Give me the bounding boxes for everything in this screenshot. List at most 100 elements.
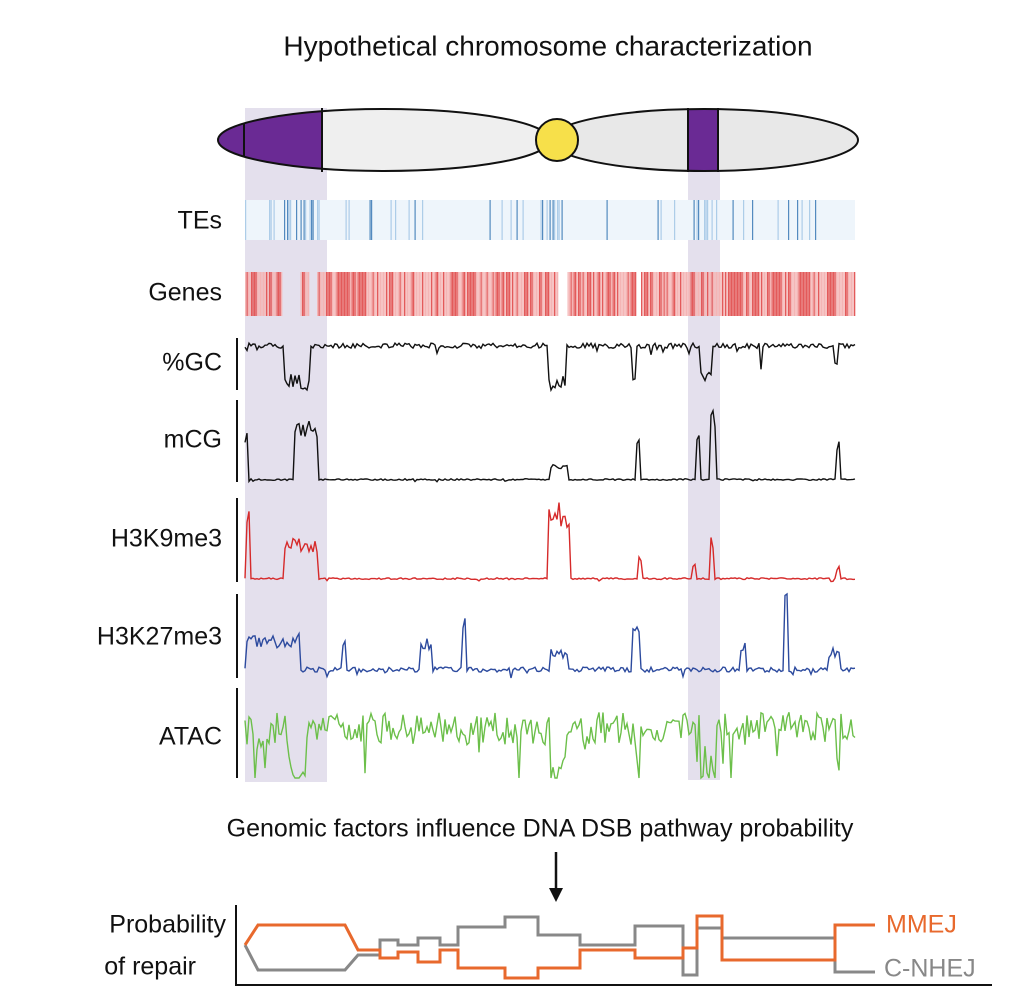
gene (806, 272, 808, 316)
gene (357, 272, 359, 316)
te (788, 200, 790, 240)
gene (671, 272, 673, 316)
gene (378, 272, 380, 316)
gene-track (245, 272, 856, 316)
gene (587, 272, 589, 316)
gene (366, 272, 368, 316)
gene (447, 272, 449, 316)
te (522, 200, 524, 240)
gene (591, 272, 593, 316)
gene (491, 272, 493, 316)
gene (620, 272, 622, 316)
highlight (688, 172, 720, 780)
gene (539, 272, 541, 316)
gene (518, 272, 520, 316)
gene (665, 272, 667, 316)
te (287, 200, 289, 240)
gene (404, 272, 406, 316)
gene (852, 272, 854, 316)
gene (812, 272, 814, 316)
arrowhead (549, 888, 563, 902)
gene (530, 272, 532, 316)
gene (761, 272, 763, 316)
te (273, 200, 275, 240)
gene (648, 272, 650, 316)
gene (839, 272, 841, 316)
gene (486, 272, 488, 316)
gene (513, 272, 515, 316)
gene (368, 272, 370, 316)
gene (399, 272, 401, 316)
gene (441, 272, 443, 316)
gene (746, 272, 748, 316)
legend-label: C-NHEJ (884, 955, 976, 983)
gene (668, 272, 670, 316)
gene (303, 272, 305, 316)
gene (276, 272, 278, 316)
gene (785, 272, 787, 316)
gene (609, 272, 611, 316)
gene (720, 272, 722, 316)
gene (579, 272, 581, 316)
gene (735, 272, 737, 316)
te (288, 200, 290, 240)
gene (351, 272, 353, 316)
gene (596, 272, 598, 316)
gene (273, 272, 275, 316)
te (501, 200, 503, 240)
gene (705, 272, 707, 316)
te (552, 200, 554, 240)
gene (428, 272, 430, 316)
gene (630, 272, 632, 316)
gene (494, 272, 496, 316)
gene (413, 272, 415, 316)
te (369, 200, 371, 240)
te (657, 200, 659, 240)
te (510, 200, 512, 240)
gene (320, 272, 322, 316)
gene (522, 272, 524, 316)
gene (701, 272, 703, 316)
gene (578, 272, 580, 316)
gene (533, 272, 535, 316)
gene (449, 272, 451, 316)
gene (321, 272, 323, 316)
gene (300, 272, 302, 316)
te (743, 200, 745, 240)
gene (650, 272, 652, 316)
te (422, 200, 424, 240)
gene (677, 272, 679, 316)
gene (356, 272, 358, 316)
gene (624, 272, 626, 316)
gene (732, 272, 734, 316)
gene (371, 272, 373, 316)
gene (503, 272, 505, 316)
gene (417, 272, 419, 316)
te-track (245, 200, 855, 240)
gene (783, 272, 785, 316)
gene (743, 272, 745, 316)
gene (767, 272, 769, 316)
gene (330, 272, 332, 316)
gene (576, 272, 578, 316)
gene (480, 272, 482, 316)
gene (737, 272, 739, 316)
gene (257, 272, 259, 316)
gene (245, 272, 247, 316)
gene (795, 272, 797, 316)
gene (632, 272, 634, 316)
gene (614, 272, 616, 316)
gene (642, 272, 644, 316)
gene (654, 272, 656, 316)
gene (651, 272, 653, 316)
te (290, 200, 292, 240)
gene (690, 272, 692, 316)
gene (716, 272, 718, 316)
gene (393, 272, 395, 316)
gene (803, 272, 805, 316)
gene (726, 272, 728, 316)
gene (800, 272, 802, 316)
gene (612, 272, 614, 316)
gene (266, 272, 268, 316)
gene (584, 272, 586, 316)
